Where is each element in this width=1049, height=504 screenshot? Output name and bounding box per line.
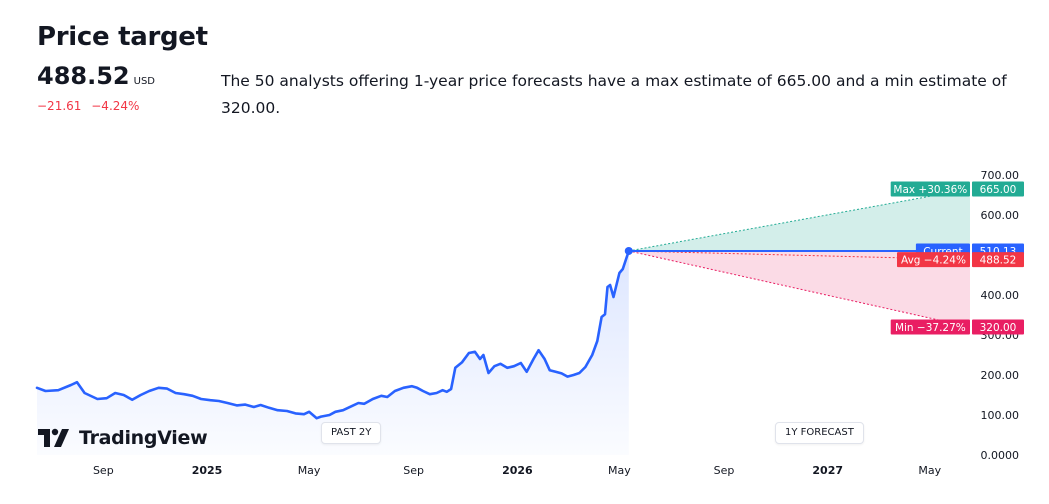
y-tick-label: 400.00 bbox=[981, 289, 1020, 302]
x-tick-label: Sep bbox=[403, 464, 424, 477]
min-value: 320.00 bbox=[980, 322, 1017, 334]
x-tick-label: Sep bbox=[93, 464, 114, 477]
avg-label: Avg −4.24% bbox=[901, 255, 966, 267]
max-value-bg bbox=[972, 181, 1024, 197]
y-tick-label: 0.0000 bbox=[981, 449, 1020, 462]
price-block: 488.52 USD bbox=[37, 62, 155, 90]
max-label: Max +30.36% bbox=[893, 184, 967, 196]
x-tick-label: 2027 bbox=[812, 464, 843, 477]
min-forecast-area bbox=[628, 250, 970, 327]
y-tick-label: 200.00 bbox=[981, 369, 1020, 382]
max-label-bg bbox=[890, 181, 970, 197]
x-tick-label: May bbox=[918, 464, 941, 477]
y-tick-label: 700.00 bbox=[981, 169, 1020, 182]
currency-label: USD bbox=[133, 76, 155, 87]
price-history-line bbox=[35, 249, 631, 420]
max-value: 665.00 bbox=[980, 184, 1017, 196]
tradingview-logo[interactable]: TradingView bbox=[38, 427, 208, 449]
forecast-summary: The 50 analysts offering 1-year price fo… bbox=[221, 72, 1007, 117]
x-tick-label: May bbox=[608, 464, 631, 477]
y-tick-label: 100.00 bbox=[981, 409, 1020, 422]
min-label-bg bbox=[890, 319, 970, 335]
change-percent: −4.24% bbox=[91, 99, 140, 113]
tradingview-logo-icon bbox=[38, 428, 69, 447]
price-value: 488.52 bbox=[37, 62, 130, 90]
avg-label-bg bbox=[897, 252, 970, 268]
1y-forecast-button[interactable]: 1Y FORECAST bbox=[775, 422, 864, 444]
min-value-bg bbox=[972, 319, 1024, 335]
avg-value: 488.52 bbox=[980, 255, 1017, 267]
past-2y-button[interactable]: PAST 2Y bbox=[321, 422, 382, 444]
price-change: −21.61 −4.24% bbox=[37, 99, 139, 113]
max-forecast-line bbox=[628, 188, 971, 252]
min-label: Min −37.27% bbox=[895, 322, 966, 334]
x-tick-label: May bbox=[298, 464, 321, 477]
x-tick-label: 2025 bbox=[192, 464, 223, 477]
avg-value-bg bbox=[972, 252, 1024, 268]
change-absolute: −21.61 bbox=[37, 99, 82, 113]
current-price-dot bbox=[624, 246, 633, 255]
y-tick-label: 600.00 bbox=[981, 209, 1020, 222]
x-tick-label: Sep bbox=[714, 464, 735, 477]
tradingview-logo-text: TradingView bbox=[79, 427, 208, 449]
x-tick-label: 2026 bbox=[502, 464, 533, 477]
history-area bbox=[37, 250, 629, 455]
page-title: Price target bbox=[37, 22, 208, 52]
